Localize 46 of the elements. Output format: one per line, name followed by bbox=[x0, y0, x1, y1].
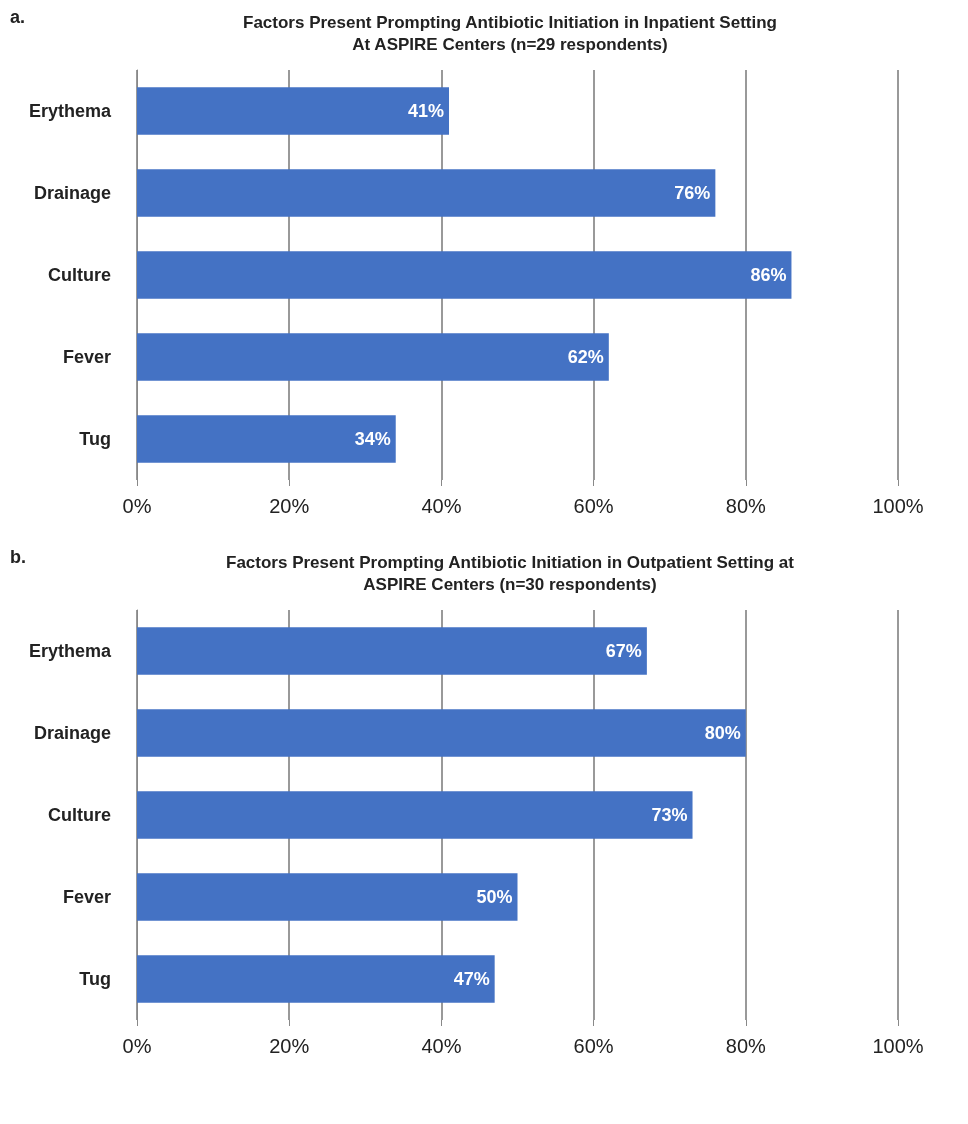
bar bbox=[137, 87, 450, 135]
data-label: 41% bbox=[407, 101, 445, 121]
y-tick-label: Culture bbox=[48, 265, 111, 285]
x-tick-label: 40% bbox=[421, 1035, 462, 1057]
bar bbox=[137, 873, 518, 921]
bar bbox=[137, 251, 792, 299]
x-tick-label: 100% bbox=[872, 495, 924, 517]
y-tick-label: Fever bbox=[62, 347, 111, 367]
bar bbox=[137, 627, 647, 675]
chart-title: Factors Present Prompting Antibiotic Initiation in Inpatient Setting At ASPIRE Centers (n=29 respondents) bbox=[243, 12, 777, 54]
x-tick-label: 20% bbox=[269, 495, 310, 517]
data-label: 80% bbox=[704, 723, 741, 743]
text: b. bbox=[10, 547, 26, 567]
bar bbox=[137, 791, 693, 839]
x-tick-label: 40% bbox=[421, 495, 462, 517]
x-tick-label: 0% bbox=[122, 1035, 152, 1057]
y-tick-label: Fever bbox=[62, 887, 111, 907]
x-tick-label: 60% bbox=[573, 1035, 614, 1057]
x-tick-label: 0% bbox=[122, 495, 152, 517]
y-tick-label: Drainage bbox=[33, 723, 111, 743]
bar bbox=[137, 415, 396, 463]
y-tick-label: Erythema bbox=[28, 101, 112, 121]
bar bbox=[137, 333, 609, 381]
text: a. bbox=[10, 7, 26, 27]
y-tick-label: Tug bbox=[79, 969, 111, 989]
x-tick-label: 60% bbox=[573, 495, 614, 517]
bar bbox=[137, 709, 746, 757]
data-label: 86% bbox=[750, 265, 787, 285]
bar bbox=[137, 169, 716, 217]
data-label: 67% bbox=[605, 641, 642, 661]
x-tick-label: 100% bbox=[872, 1035, 924, 1057]
x-tick-label: 20% bbox=[269, 1035, 310, 1057]
y-tick-label: Drainage bbox=[33, 183, 111, 203]
x-tick-label: 80% bbox=[725, 1035, 767, 1057]
data-label: 50% bbox=[476, 887, 513, 907]
data-label: 47% bbox=[453, 969, 490, 989]
data-label: 76% bbox=[674, 183, 711, 203]
y-tick-label: Erythema bbox=[28, 641, 112, 661]
y-tick-label: Culture bbox=[48, 805, 111, 825]
data-label: 34% bbox=[354, 429, 391, 449]
data-label: 62% bbox=[567, 347, 604, 367]
x-tick-label: 80% bbox=[725, 495, 767, 517]
y-tick-label: Tug bbox=[79, 429, 111, 449]
bar bbox=[137, 955, 495, 1003]
chart-title: Factors Present Prompting Antibiotic Initiation in Outpatient Setting at ASPIRE Centers (n=30 respondents) bbox=[226, 552, 795, 594]
data-label: 73% bbox=[651, 805, 688, 825]
